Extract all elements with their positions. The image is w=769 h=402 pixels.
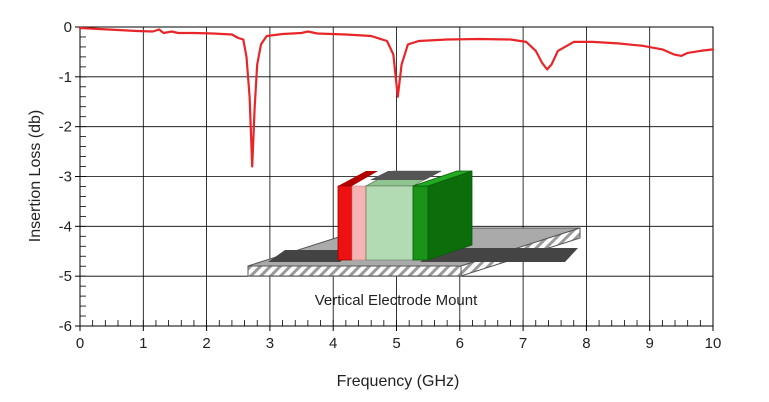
right-ground-trace [420,248,578,262]
x-tick-label: 5 [392,335,400,352]
x-tick-label: 3 [266,335,274,352]
y-axis-ticks: 0 -1 -2 -3 -4 -5 -6 [59,19,80,335]
x-tick-label: 4 [329,335,337,352]
y-tick-label: -4 [59,218,72,235]
dark-top-plate [370,171,442,180]
y-tick-label: 0 [64,19,72,36]
x-tick-label: 7 [519,335,527,352]
x-tick-label: 0 [76,335,84,352]
substrate-front-edge [247,265,462,277]
y-axis-title: Insertion Loss (db) [27,110,44,243]
vertical-electrode-mount-illustration: Vertical Electrode Mount [247,170,581,309]
green-electrode-front [412,185,429,261]
x-tick-label: 10 [705,335,722,352]
x-tick-label: 6 [456,335,464,352]
x-tick-label: 2 [202,335,210,352]
y-tick-label: -6 [59,318,72,335]
green-electrode-top [412,170,473,187]
y-tick-label: -1 [59,69,72,86]
green-electrode-side [427,170,473,261]
insertion-loss-curve [78,26,715,168]
sample-block [365,185,414,261]
x-axis-title: Frequency (GHz) [337,373,460,390]
x-tick-label: 1 [139,335,147,352]
minor-ticks [79,26,714,327]
red-electrode [337,185,353,261]
x-tick-label: 9 [646,335,654,352]
pink-spacer [351,185,367,261]
left-ground-trace [268,250,355,262]
x-tick-label: 8 [582,335,590,352]
x-axis-ticks: 0 1 2 3 4 5 6 7 8 9 10 [76,326,722,352]
red-electrode-top [338,171,378,186]
inset-caption: Vertical Electrode Mount [315,292,478,309]
y-tick-label: -5 [59,268,72,285]
y-tick-label: -3 [59,169,72,186]
y-tick-label: -2 [59,119,72,136]
